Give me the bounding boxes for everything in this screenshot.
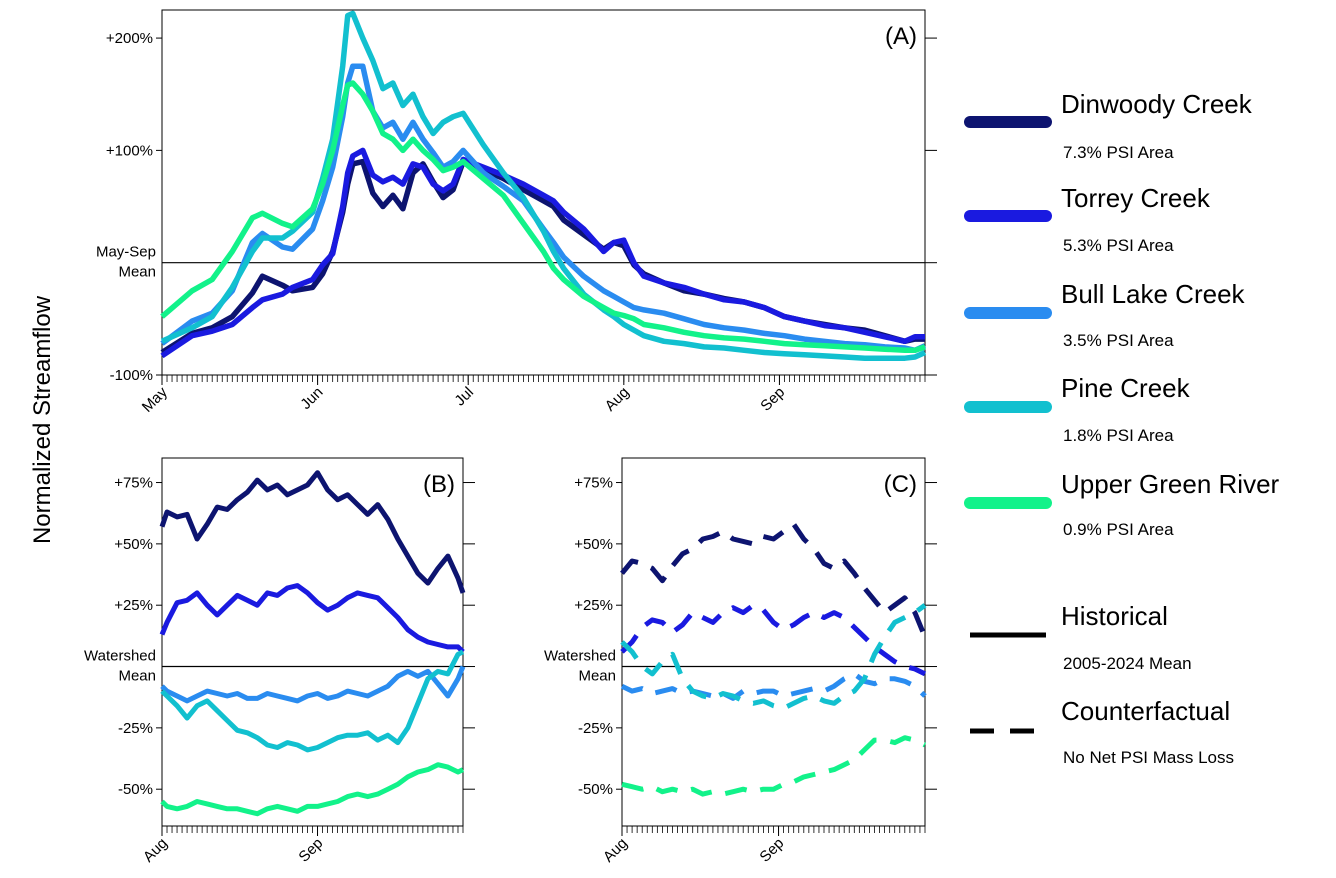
legend-label-upper-green-river: Upper Green River (1061, 469, 1280, 499)
legend: Dinwoody Creek 7.3% PSI Area Torrey Creek 5… (964, 89, 1280, 767)
reference-label-a: May-Sep Mean (96, 244, 156, 281)
legend-label-dinwoody-creek: Dinwoody Creek (1061, 89, 1253, 119)
xtick-label: Sep (295, 835, 326, 866)
xtick-label: Aug (602, 384, 633, 415)
reference-label-line: May-Sep (96, 244, 156, 261)
ytick-label: +50% (114, 536, 153, 553)
panel-label-b: (B) (423, 471, 455, 498)
reference-label-c: Watershed Mean (544, 648, 616, 685)
legend-label-counterfactual: Counterfactual (1061, 696, 1230, 726)
series-line-pine-creek-c (620, 603, 927, 711)
xtick-label: Sep (757, 384, 788, 415)
legend-sublabel-upper-green-river: 0.9% PSI Area (1063, 520, 1174, 539)
ytick-label: +50% (574, 536, 613, 553)
panel-a: May-Sep Mean -100% +100% +200% May Jun Jul Aug Se… (96, 9, 937, 416)
series-line-upper-green-river-c (621, 735, 927, 797)
xtick-label: Jun (297, 384, 326, 413)
series-line-torrey-creek-a (160, 147, 925, 359)
reference-label-line: Mean (578, 668, 616, 685)
xtick-label: Jul (451, 384, 477, 410)
series-line-torrey-creek-c (620, 602, 927, 677)
series-line-pine-creek-a (160, 10, 927, 361)
legend-sublabel-bull-lake-creek: 3.5% PSI Area (1063, 331, 1174, 350)
ytick-label: +25% (114, 597, 153, 614)
series-line-dinwoody-creek-b (159, 470, 466, 594)
legend-label-bull-lake-creek: Bull Lake Creek (1061, 279, 1246, 309)
legend-sublabel-torrey-creek: 5.3% PSI Area (1063, 236, 1174, 255)
reference-label-line: Watershed (84, 648, 156, 665)
series-line-bull-lake-creek-a (160, 63, 927, 354)
legend-label-torrey-creek: Torrey Creek (1061, 183, 1211, 213)
series-line-bull-lake-creek-c (620, 671, 927, 701)
xtick-label: Aug (140, 835, 171, 866)
legend-sublabel-pine-creek: 1.8% PSI Area (1063, 426, 1174, 445)
ytick-label: -50% (578, 781, 613, 798)
ytick-label: +75% (114, 475, 153, 492)
series-line-pine-creek-b (160, 649, 465, 753)
series-line-dinwoody-creek-c (620, 521, 928, 639)
xtick-label: May (139, 383, 171, 415)
series-line-upper-green-river-a (160, 80, 926, 354)
series-line-upper-green-river-b (160, 762, 465, 817)
legend-label-pine-creek: Pine Creek (1061, 373, 1191, 403)
legend-sublabel-historical: 2005-2024 Mean (1063, 654, 1192, 673)
ytick-label: -25% (578, 720, 613, 737)
xtick-label: Sep (756, 835, 787, 866)
legend-label-historical: Historical (1061, 601, 1168, 631)
series-line-torrey-creek-b (159, 583, 465, 654)
panel-b: Watershed Mean -50% -25% +25% +50% +75% Aug Sep (… (84, 457, 475, 866)
ytick-label: +25% (574, 597, 613, 614)
ytick-label: +200% (106, 30, 153, 47)
reference-label-b: Watershed Mean (84, 648, 156, 685)
reference-label-line: Mean (118, 668, 156, 685)
panel-label-c: (C) (884, 471, 917, 498)
figure-ylabel: Normalized Streamflow (29, 295, 56, 544)
ytick-label: +100% (106, 142, 153, 159)
panel-c: Watershed Mean -50% -25% +25% +50% +75% Aug Sep (… (544, 457, 937, 866)
ytick-label: -25% (118, 720, 153, 737)
reference-label-line: Mean (118, 264, 156, 281)
reference-label-line: Watershed (544, 648, 616, 665)
series-line-bull-lake-creek-b (160, 665, 466, 704)
xtick-label: Aug (600, 835, 631, 866)
ytick-label: +75% (574, 475, 613, 492)
legend-sublabel-dinwoody-creek: 7.3% PSI Area (1063, 143, 1174, 162)
legend-sublabel-counterfactual: No Net PSI Mass Loss (1063, 748, 1234, 767)
ytick-label: -100% (110, 367, 153, 384)
ytick-label: -50% (118, 781, 153, 798)
panel-label-a: (A) (885, 23, 917, 50)
